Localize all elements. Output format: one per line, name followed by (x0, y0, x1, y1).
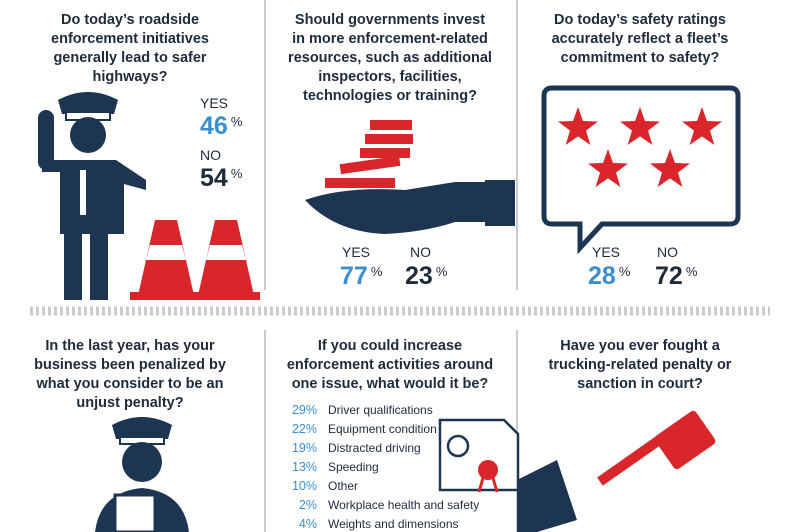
percent-value: 23 (405, 262, 433, 290)
item-percent: 10% (292, 479, 317, 493)
percent-value: 72 (655, 262, 683, 290)
officer-bust-icon (95, 417, 189, 532)
question-line: Do today’s roadside (61, 12, 199, 28)
answer-label: YES (592, 244, 620, 260)
item-percent: 13% (292, 460, 317, 474)
question-line: In the last year, has your (45, 338, 215, 354)
question-line: what you consider to be an (36, 376, 224, 392)
question-line: enforcement activities around (287, 357, 493, 373)
percent-unit: % (231, 114, 243, 129)
question-line: If you could increase (318, 338, 462, 354)
answer-label: NO (200, 147, 221, 163)
item-percent: 29% (292, 403, 317, 417)
item-label: Weights and dimensions (328, 517, 459, 531)
item-percent: 2% (299, 498, 317, 512)
certificate-icon (438, 418, 520, 493)
answer-label: NO (657, 244, 678, 260)
percent-value: 28 (588, 262, 616, 290)
percent-value: 54 (200, 164, 228, 192)
question-line: in more enforcement-related (292, 31, 488, 47)
answer-value: 54% (200, 164, 243, 192)
question-line: enforcement initiatives (51, 31, 209, 47)
item-label: Speeding (328, 460, 379, 474)
question-line: highways? (93, 69, 168, 85)
percent-unit: % (231, 166, 243, 181)
gavel-icon (517, 410, 716, 532)
item-label: Driver qualifications (328, 403, 433, 417)
percent-unit: % (686, 264, 698, 279)
answer-value: 77% (340, 262, 383, 290)
question-line: inspectors, facilities, (318, 69, 461, 85)
answer-value: 46% (200, 112, 243, 140)
percent-value: 77 (340, 262, 368, 290)
answer-label: NO (410, 244, 431, 260)
question-line: Do today’s safety ratings (554, 12, 726, 28)
item-percent: 19% (292, 441, 317, 455)
question-line: one issue, what would it be? (292, 376, 489, 392)
cones-icon (130, 220, 260, 300)
question-line: business been penalized by (34, 357, 226, 373)
texts: Do today’s roadside enforcement initiativ… (34, 12, 732, 531)
answer-label: YES (200, 95, 228, 111)
question-line: accurately reflect a fleet’s (552, 31, 729, 47)
item-percent: 4% (299, 517, 317, 531)
question-line: trucking-related penalty or (549, 357, 732, 373)
question-line: Should governments invest (295, 12, 485, 28)
percent-unit: % (619, 264, 631, 279)
item-label: Workplace health and safety (328, 498, 479, 512)
question-line: sanction in court? (577, 376, 703, 392)
books-hand-icon (305, 120, 515, 234)
item-percent: 22% (292, 422, 317, 436)
answer-label: YES (342, 244, 370, 260)
question-line: resources, such as additional (288, 50, 492, 66)
item-label: Distracted driving (328, 441, 421, 455)
question-line: commitment to safety? (561, 50, 720, 66)
question-line: generally lead to safer (53, 50, 206, 66)
answer-value: 28% (588, 262, 631, 290)
percent-unit: % (371, 264, 383, 279)
percent-unit: % (436, 264, 448, 279)
item-label: Other (328, 479, 358, 493)
percent-value: 46 (200, 112, 228, 140)
item-label: Equipment condition (328, 422, 437, 436)
question-line: unjust penalty? (76, 395, 183, 411)
answer-value: 23% (405, 262, 448, 290)
officer-icon (38, 92, 146, 300)
rating-bubble-icon (541, 85, 741, 255)
question-line: technologies or training? (303, 88, 477, 104)
question-line: Have you ever fought a (560, 338, 720, 354)
answer-value: 72% (655, 262, 698, 290)
